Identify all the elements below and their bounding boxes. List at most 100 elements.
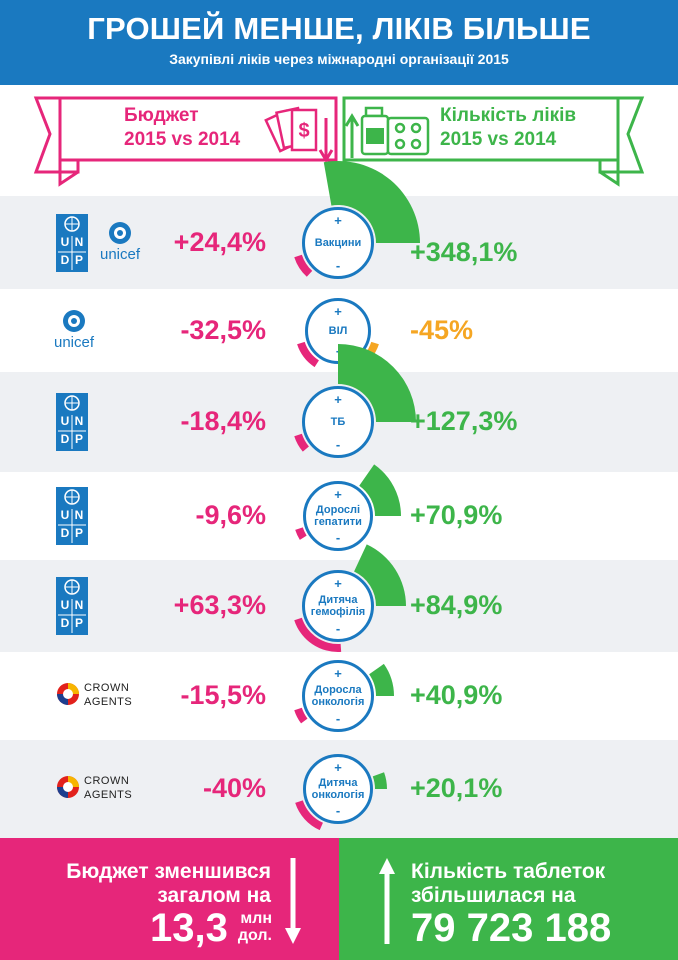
- budget-change: +63,3%: [173, 590, 266, 620]
- undp-letter: P: [75, 432, 83, 446]
- undp-logo: U ND P: [56, 393, 88, 451]
- program-row: U N D P -9,6% + Дорослі гепатити - +70,9%: [0, 464, 678, 560]
- undp-logo: U ND P: [56, 577, 88, 635]
- plus-sign: +: [334, 760, 342, 775]
- undp-letter: U: [61, 508, 70, 522]
- quantity-summary-text: Кількість таблеток збільшилася на: [411, 860, 606, 907]
- unicef-logo: unicef: [54, 310, 95, 351]
- program-name: Дорослі гепатити: [314, 504, 362, 528]
- budget-summary-text: Бюджет зменшився загалом на: [66, 860, 271, 907]
- budget-arc: [294, 617, 342, 652]
- program-circle: + Дитяча гемофілія -: [302, 570, 374, 642]
- quantity-change: +70,9%: [410, 500, 503, 530]
- arrow-down-icon: [285, 858, 301, 944]
- quantity-change: +348,1%: [410, 237, 518, 267]
- budget-change: -18,4%: [180, 406, 266, 436]
- money-icon: $: [264, 106, 318, 153]
- program-row: CROWN AGENTS -15,5% + Доросла онкологія - +40,9…: [0, 652, 678, 740]
- program-circle: + Дитяча онкологія -: [303, 754, 373, 824]
- quantity-arc: [359, 464, 401, 516]
- quantity-arc: [372, 772, 387, 789]
- quantity-change: +40,9%: [410, 680, 503, 710]
- plus-sign: +: [334, 576, 342, 591]
- header-banner: ГРОШЕЙ МЕНШЕ, ЛІКІВ БІЛЬШЕ Закупівлі лік…: [0, 0, 678, 85]
- budget-arc: [295, 800, 323, 831]
- budget-arc: [294, 254, 313, 277]
- quantity-arc: [354, 544, 406, 606]
- budget-ribbon: [33, 96, 338, 187]
- undp-letter: N: [75, 235, 84, 249]
- quantity-summary-panel: Кількість таблеток збільшилася на 79 723…: [339, 838, 678, 960]
- program-row: U N D P +63,3% + Дитяча гемофілія - +84,9%: [0, 544, 678, 652]
- change-gauge: [295, 464, 401, 540]
- ribbon-banner: $: [33, 96, 645, 187]
- undp-letter: D: [61, 616, 70, 630]
- budget-change: -15,5%: [180, 680, 266, 710]
- org-logos: CROWN AGENTS: [57, 775, 132, 801]
- quantity-change: +84,9%: [410, 590, 503, 620]
- org-logos: CROWN AGENTS: [57, 682, 132, 708]
- pills-icon: [360, 106, 430, 156]
- change-gauge: [295, 772, 387, 831]
- minus-sign: -: [335, 530, 341, 545]
- budget-change: -40%: [202, 773, 266, 803]
- program-name: ВІЛ: [328, 325, 348, 337]
- plus-sign: +: [334, 392, 342, 407]
- unicef-logo: unicef: [100, 222, 141, 263]
- org-logos: U ND P: [56, 577, 88, 635]
- minus-sign: -: [335, 711, 341, 726]
- change-gauge: [294, 544, 406, 652]
- org-logos: unicef: [54, 310, 95, 351]
- undp-logo: U ND P: [56, 214, 88, 272]
- budget-change: -32,5%: [180, 315, 266, 345]
- undp-letter: U: [61, 598, 70, 612]
- program-circle: + Доросла онкологія -: [302, 660, 374, 732]
- unicef-wordmark: unicef: [54, 334, 95, 351]
- plus-sign: +: [334, 304, 342, 319]
- budget-label: Бюджет 2015 vs 2014: [124, 105, 241, 150]
- program-name: ТБ: [330, 416, 346, 428]
- crown-agents-wordmark: CROWN: [84, 682, 129, 694]
- undp-letter: P: [75, 616, 83, 630]
- program-circle: + ТБ -: [302, 386, 374, 458]
- budget-change: +24,4%: [173, 227, 266, 257]
- program-row: CROWN AGENTS -40% + Дитяча онкологія - +20,1%: [0, 740, 678, 838]
- plus-sign: +: [334, 487, 342, 502]
- org-logos: U ND P: [56, 393, 88, 451]
- undp-letter: N: [75, 414, 84, 428]
- crown-agents-wordmark: CROWN: [84, 775, 129, 787]
- quantity-summary-value: 79 723 188: [411, 906, 612, 950]
- change-gauge: [294, 344, 416, 452]
- change-gauge: [294, 663, 394, 724]
- svg-text:$: $: [298, 120, 309, 142]
- crown-agents-logo: CROWN AGENTS: [57, 775, 132, 801]
- budget-arc: [294, 707, 308, 724]
- crown-agents-wordmark: AGENTS: [84, 789, 132, 801]
- arrow-up-icon: [344, 113, 360, 158]
- budget-summary-panel: Бюджет зменшився загалом на 13,3 млн дол…: [0, 838, 339, 960]
- budget-change: -9,6%: [195, 500, 266, 530]
- undp-letter: D: [61, 526, 70, 540]
- plus-sign: +: [334, 666, 342, 681]
- undp-letter: U: [61, 235, 70, 249]
- quantity-change: -45%: [410, 315, 474, 345]
- undp-letter: N: [75, 508, 84, 522]
- plus-sign: +: [334, 213, 342, 228]
- arrow-down-icon: [318, 118, 334, 163]
- program-row: U N D P -18,4% + ТБ - +127,3%: [0, 344, 678, 472]
- undp-letter: P: [75, 526, 83, 540]
- undp-letter: U: [61, 414, 70, 428]
- undp-letter: D: [61, 253, 70, 267]
- quantity-ribbon: [342, 96, 645, 187]
- minus-sign: -: [335, 258, 341, 273]
- quantity-label: Кількість ліків 2015 vs 2014: [440, 105, 577, 150]
- program-name: Вакцини: [314, 237, 362, 249]
- quantity-change: +127,3%: [410, 406, 518, 436]
- quantity-arc: [369, 663, 394, 696]
- budget-arc: [295, 527, 307, 540]
- change-gauge: [294, 161, 420, 277]
- undp-letter: P: [75, 253, 83, 267]
- undp-logo: U ND P: [56, 487, 88, 545]
- program-name: Дитяча онкологія: [311, 777, 365, 801]
